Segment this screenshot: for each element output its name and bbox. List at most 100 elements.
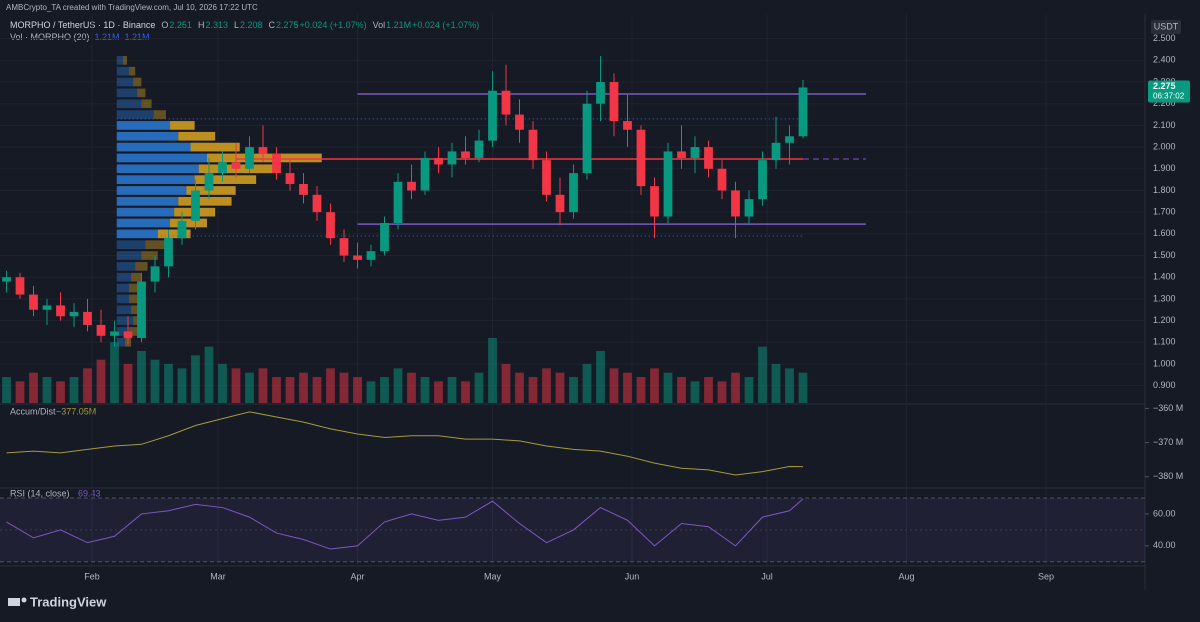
- volume-bar: [434, 381, 443, 403]
- volume-bar: [353, 377, 362, 403]
- volume-bar: [771, 364, 781, 403]
- volume-bar: [785, 368, 794, 403]
- candle-body: [677, 151, 686, 158]
- countdown: 06:37:02: [1153, 92, 1185, 101]
- y-tick-label: 1.100: [1153, 337, 1176, 347]
- volume-bar: [2, 377, 11, 403]
- legend-item: 2.208: [240, 20, 263, 30]
- x-tick-label: Apr: [350, 571, 364, 581]
- profile-up: [116, 327, 130, 336]
- legend-item: 2.313: [205, 20, 228, 30]
- candle-body: [380, 223, 389, 252]
- profile-down: [129, 283, 138, 293]
- volume-bar: [569, 377, 578, 403]
- candle-body: [258, 147, 268, 154]
- profile-down: [157, 229, 191, 239]
- candle-body: [83, 311, 92, 325]
- candle-body: [218, 162, 227, 174]
- candle-body: [434, 157, 443, 165]
- profile-up: [116, 66, 130, 76]
- x-tick-label: Jun: [625, 571, 640, 581]
- candle-body: [285, 173, 295, 184]
- volume-bar: [272, 377, 281, 403]
- volume-bar: [380, 377, 389, 403]
- legend-item: +0.024 (+1.07%): [412, 20, 479, 30]
- candle-body: [501, 90, 511, 115]
- volume-bar: [528, 377, 538, 403]
- rsi-value: 69.43: [78, 488, 101, 498]
- profile-down: [122, 56, 127, 65]
- ad-line: [6, 411, 804, 476]
- volume-bar: [204, 346, 214, 403]
- x-tick-label: Jul: [761, 571, 773, 581]
- candle-body: [758, 160, 767, 200]
- y-tick-label: −360 M: [1153, 403, 1183, 413]
- candle-body: [164, 238, 173, 267]
- volume-bar: [29, 372, 38, 403]
- volume-bar: [299, 372, 308, 403]
- volume-bar: [393, 368, 403, 403]
- candle-body: [326, 212, 335, 239]
- profile-down: [190, 142, 240, 152]
- volume-bar: [69, 377, 79, 403]
- volume-legend: Vol · MORPHO (20) 1.21M 1.21M: [10, 32, 150, 42]
- legend-item: +0.024 (+1.07%): [300, 20, 367, 30]
- watermark: AMBCrypto_TA created with TradingView.co…: [6, 3, 258, 12]
- symbol-legend: MORPHO / TetherUS · 1D · Binance O2.251 H2…: [10, 20, 479, 30]
- volume-bar: [690, 381, 700, 403]
- y-tick-label: 1.700: [1153, 207, 1176, 217]
- profile-up: [116, 131, 179, 141]
- x-tick-label: Aug: [898, 571, 914, 581]
- candle-body: [96, 324, 106, 336]
- volume-bar: [636, 377, 646, 403]
- profile-down: [178, 196, 232, 206]
- profile-up: [116, 294, 130, 304]
- profile-up: [116, 153, 207, 163]
- profile-down: [170, 121, 195, 130]
- profile-down: [133, 77, 142, 87]
- y-tick-label: −380 M: [1153, 471, 1183, 481]
- profile-up: [116, 251, 142, 260]
- profile-down: [178, 131, 216, 141]
- profile-up: [116, 207, 175, 217]
- y-tick-label: 2.400: [1153, 55, 1176, 65]
- profile-down: [135, 262, 148, 271]
- candle-body: [474, 140, 484, 158]
- volume-bar: [501, 364, 511, 403]
- volume-bar: [704, 377, 713, 403]
- volume-bar: [798, 372, 808, 403]
- profile-up: [116, 56, 123, 65]
- candle-body: [731, 190, 740, 217]
- volume-bar: [96, 359, 106, 403]
- y-tick-label: 1.600: [1153, 228, 1176, 238]
- volume-bar: [717, 381, 727, 403]
- profile-up: [116, 77, 134, 87]
- x-tick-label: Feb: [84, 571, 100, 581]
- candle-body: [29, 294, 38, 310]
- candle-body: [339, 238, 349, 256]
- profile-down: [137, 88, 146, 98]
- profile-up: [116, 142, 191, 152]
- profile-down: [194, 175, 257, 184]
- volume-bar: [744, 377, 754, 403]
- profile-down: [153, 110, 166, 119]
- profile-down: [129, 66, 136, 76]
- candle-body: [110, 331, 119, 336]
- y-tick-label: 0.900: [1153, 380, 1176, 390]
- volume-bar: [461, 381, 470, 403]
- candle-body: [2, 277, 11, 282]
- candle-body: [636, 129, 646, 187]
- rsi-line: [6, 498, 804, 550]
- x-tick-label: Sep: [1038, 571, 1054, 581]
- volume-bar: [420, 377, 430, 403]
- volume-bar: [677, 377, 686, 403]
- last-price-box: [1148, 80, 1190, 103]
- candle-body: [447, 151, 457, 165]
- candle-body: [366, 251, 376, 260]
- volume-bar: [663, 372, 673, 403]
- profile-up: [116, 272, 132, 282]
- volume-bar: [515, 372, 524, 403]
- candle-body: [245, 147, 254, 169]
- y-tick-label: 60.00: [1153, 508, 1176, 518]
